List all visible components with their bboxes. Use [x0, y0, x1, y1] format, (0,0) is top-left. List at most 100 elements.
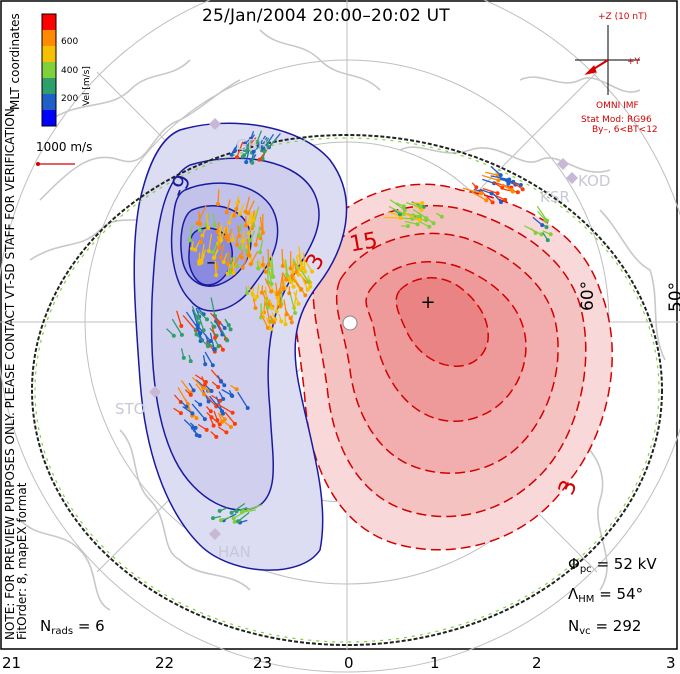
velocity-vector-origin: [222, 383, 227, 388]
velocity-vector-origin: [243, 223, 248, 228]
velocity-vector-origin: [253, 242, 258, 247]
velocity-vector-origin: [402, 208, 407, 213]
velocity-vector: [210, 297, 216, 317]
colorbar-unit: Vel [m/s]: [82, 66, 92, 106]
mlt-tick: 22: [155, 654, 175, 672]
cross-polar-potential: Φpc = 52 kV: [568, 555, 657, 575]
velocity-vector-origin: [543, 217, 548, 222]
velocity-vector-origin: [539, 232, 544, 237]
velocity-vector: [191, 309, 199, 327]
velocity-vector: [237, 511, 250, 522]
velocity-vector: [281, 272, 284, 289]
velocity-vector: [499, 177, 516, 186]
velocity-vector-origin: [255, 140, 260, 144]
velocity-vector-origin: [288, 266, 293, 271]
velocity-vector: [256, 284, 260, 297]
velocity-vector-origin: [205, 317, 209, 322]
velocity-vector-origin: [230, 238, 235, 242]
velocity-vector-origin: [279, 319, 284, 324]
velocity-vector-origin: [224, 235, 228, 240]
velocity-vector-origin: [498, 173, 503, 178]
velocity-vector: [191, 403, 206, 420]
velocity-vector: [208, 233, 213, 252]
velocity-vectors: [166, 130, 553, 525]
velocity-vector-origin: [181, 355, 186, 360]
velocity-vector-origin: [229, 510, 234, 515]
velocity-vector: [268, 257, 274, 278]
velocity-vector-origin: [489, 191, 494, 196]
velocity-vector-origin: [231, 213, 236, 218]
velocity-vector-origin: [219, 238, 224, 243]
velocity-vector-origin: [401, 204, 406, 209]
velocity-vector-origin: [273, 317, 278, 322]
velocity-vector: [267, 248, 270, 266]
velocity-vector: [490, 166, 502, 176]
colorbar-segment: [42, 110, 56, 127]
velocity-vector-origin: [427, 224, 432, 229]
velocity-vector: [250, 251, 259, 265]
velocity-vector-origin: [269, 281, 274, 286]
velocity-vector-origin: [544, 225, 549, 230]
velocity-vector-origin: [299, 287, 304, 292]
velocity-vector-origin: [191, 388, 196, 393]
velocity-vector-origin: [265, 305, 270, 310]
velocity-vector-origin: [229, 152, 234, 157]
imf-model: Stat Mod: RG96: [581, 115, 652, 125]
velocity-vector-origin: [225, 262, 230, 267]
positive-potential-cell: [292, 183, 613, 551]
velocity-vector-origin: [235, 155, 239, 160]
velocity-vector-origin: [218, 398, 223, 403]
velocity-vector-origin: [220, 419, 225, 424]
velocity-vector-origin: [212, 222, 217, 227]
velocity-vector-origin: [199, 260, 204, 265]
velocity-vector-origin: [217, 320, 222, 325]
coordinates-label: MLT coordinates: [8, 13, 22, 110]
velocity-vector-origin: [418, 204, 423, 209]
velocity-vector-origin: [256, 266, 261, 271]
velocity-vector-origin: [228, 270, 233, 275]
velocity-vector: [216, 402, 233, 414]
velocity-vector-origin: [204, 427, 209, 432]
velocity-vector-origin: [231, 271, 236, 276]
velocity-vector-origin: [296, 301, 301, 306]
velocity-vector-origin: [218, 518, 223, 523]
velocity-vector-origin: [202, 382, 207, 387]
velocity-vector-origin: [291, 284, 296, 289]
velocity-vector-origin: [280, 264, 285, 268]
velocity-vector-origin: [227, 220, 232, 225]
velocity-vector-origin: [216, 344, 221, 349]
colorbar-tick-600: 600: [61, 37, 79, 47]
velocity-vector-origin: [274, 309, 279, 314]
velocity-vector: [482, 187, 498, 194]
velocity-vector-origin: [540, 223, 545, 228]
velocity-vector-origin: [237, 211, 242, 216]
velocity-vector-origin: [474, 185, 479, 190]
velocity-vector-origin: [490, 200, 495, 205]
velocity-vector: [303, 257, 313, 272]
velocity-vector-origin: [402, 211, 406, 216]
velocity-vector-origin: [484, 198, 489, 203]
station-label-kod: KOD: [578, 172, 610, 190]
velocity-vector-origin: [228, 327, 233, 332]
velocity-vector-origin: [221, 260, 226, 264]
velocity-vector-origin: [238, 245, 243, 250]
velocity-vector-origin: [188, 359, 193, 364]
velocity-vector-origin: [275, 292, 280, 297]
velocity-vector-origin: [217, 422, 222, 427]
velocity-vector: [300, 270, 310, 283]
velocity-vector: [211, 325, 216, 338]
velocity-vector-origin: [417, 217, 422, 222]
velocity-vector: [189, 224, 193, 241]
velocity-vector: [252, 206, 260, 226]
velocity-vector-origin: [235, 201, 240, 206]
velocity-vector: [171, 318, 183, 336]
magnetic-pole-marker: [342, 315, 358, 331]
velocity-vector-origin: [548, 232, 553, 237]
velocity-vector-origin: [242, 153, 247, 158]
velocity-vector-origin: [303, 293, 308, 298]
velocity-vector-origin: [275, 296, 280, 300]
contour-label-pos-2: 15: [348, 228, 380, 257]
velocity-vector-origin: [398, 216, 403, 220]
velocity-vector-origin: [290, 270, 295, 275]
